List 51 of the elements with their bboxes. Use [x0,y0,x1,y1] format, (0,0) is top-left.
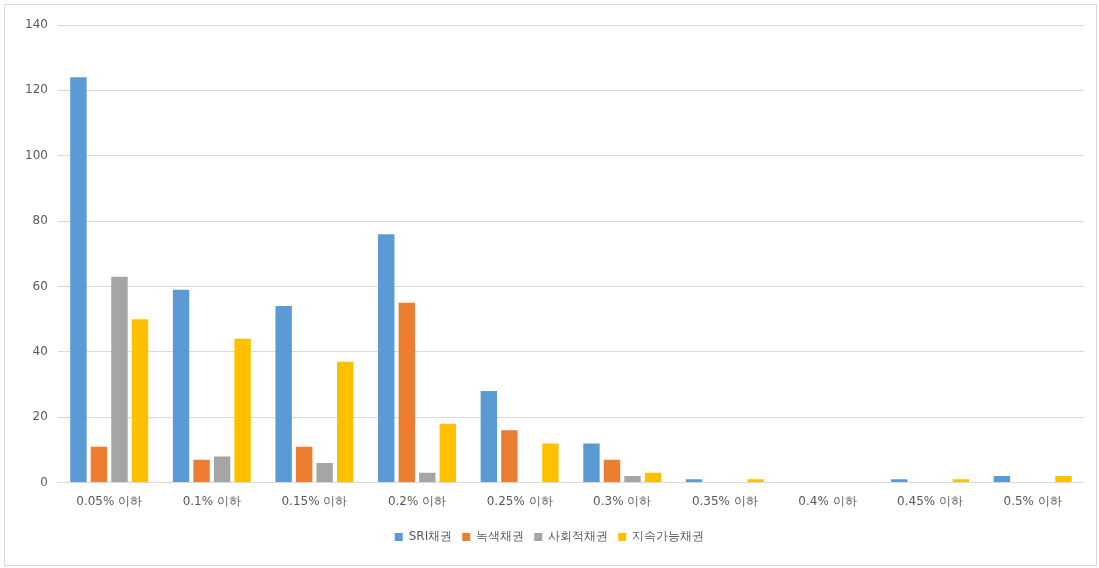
bar [685,479,703,483]
bar [603,459,621,483]
bar [172,289,190,483]
bar [993,476,1011,483]
bar [275,306,292,483]
bar [295,446,313,483]
bar [891,479,908,483]
y-tick-label: 0 [40,474,48,489]
bar [952,479,970,483]
bar [542,443,559,483]
legend-label: SRI채권 [408,529,453,544]
bar [419,472,436,483]
bar [480,391,498,483]
bar [644,472,662,483]
bar [316,462,333,483]
x-tick-label: 0.35% 이하 [691,493,758,508]
legend-label: 녹색채권 [476,529,525,544]
bar [90,446,108,483]
bar [398,302,415,483]
bar [1055,476,1072,483]
x-tick-label: 0.2% 이하 [387,493,447,508]
x-tick-label: 0.5% 이하 [1003,493,1062,508]
x-tick-label: 0.45% 이하 [897,493,964,508]
y-tick-label: 100 [25,147,48,162]
y-tick-label: 40 [32,343,48,358]
x-tick-label: 0.1% 이하 [182,493,241,508]
y-tick-label: 80 [32,213,48,228]
bar [747,479,764,483]
bar [193,459,210,483]
legend-label: 사회적채권 [548,529,609,544]
legend-label: 지속가능채권 [632,529,705,544]
y-tick-label: 140 [25,17,48,32]
x-tick-label: 0.4% 이하 [798,493,857,508]
x-tick-label: 0.3% 이하 [593,493,652,508]
bar [213,456,231,483]
bar [378,234,395,483]
y-tick-label: 20 [32,409,48,424]
bar [439,423,457,483]
bar [111,276,128,483]
bar [337,361,354,483]
x-tick-label: 0.15% 이하 [281,493,348,508]
bar [583,443,600,483]
bar [501,430,518,483]
bar [70,77,87,483]
bar [234,338,251,483]
x-tick-label: 0.05% 이하 [76,493,143,508]
bar [624,476,641,483]
x-tick-label: 0.25% 이하 [486,493,553,508]
y-tick-label: 120 [25,82,48,97]
bar [131,319,149,483]
y-tick-label: 60 [32,278,48,293]
